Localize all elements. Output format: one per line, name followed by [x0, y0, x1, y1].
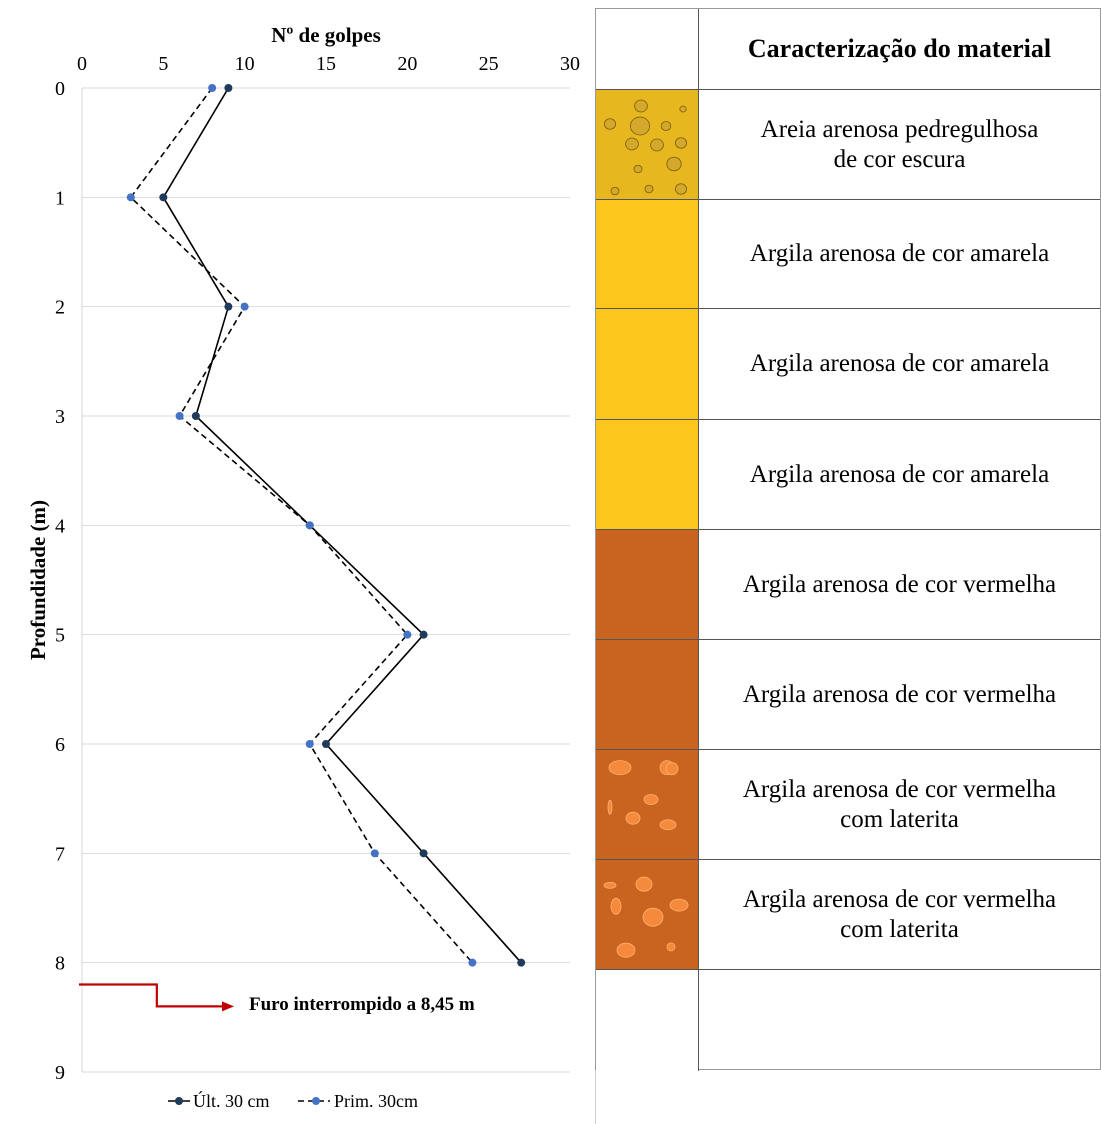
- layer-swatch: [596, 420, 699, 529]
- data-point-1: [240, 302, 249, 311]
- layer-swatch: [596, 970, 699, 1071]
- layer-swatch: [596, 750, 699, 859]
- y-tick-label: 5: [55, 625, 65, 647]
- layer-swatch: [596, 309, 699, 419]
- pebble-pattern: [603, 99, 688, 196]
- legend-label-0: Últ. 30 cm: [193, 1090, 270, 1111]
- profile-layer-row: Argila arenosa de cor amarela: [596, 199, 1100, 308]
- layer-description: Argila arenosa de cor vermelha: [742, 680, 1057, 708]
- profile-layer-row: Areia arenosa pedregulhosa de cor escura: [596, 89, 1100, 199]
- chart-title: Nº de golpes: [271, 23, 381, 47]
- layer-description: Areia arenosa pedregulhosa de cor escura: [760, 115, 1039, 173]
- header-empty-cell: [596, 9, 699, 89]
- layer-description: Argila arenosa de cor vermelha com later…: [742, 775, 1057, 833]
- x-tick-label: 20: [397, 53, 417, 75]
- legend-swatch-marker-1: [312, 1097, 320, 1105]
- legend-label-1: Prim. 30cm: [334, 1091, 418, 1111]
- profile-layer-row: Argila arenosa de cor amarela: [596, 308, 1100, 419]
- y-tick-label: 8: [55, 953, 65, 975]
- y-axis-label: Profundidade (m): [26, 500, 50, 660]
- data-point-1: [208, 84, 217, 92]
- x-tick-label: 30: [560, 53, 580, 75]
- layer-description: Argila arenosa de cor amarela: [749, 460, 1050, 488]
- annotation-arrow-line: [79, 983, 227, 1008]
- layer-swatch: [596, 200, 699, 308]
- x-tick-label: 25: [479, 53, 499, 75]
- profile-header: Caracterização do material: [747, 34, 1052, 63]
- data-point-0: [322, 740, 330, 748]
- layer-description: [699, 970, 1100, 1071]
- data-point-1: [468, 958, 477, 967]
- y-tick-label: 2: [55, 297, 65, 319]
- y-tick-label: 0: [55, 78, 65, 100]
- profile-layer-row: Argila arenosa de cor amarela: [596, 419, 1100, 529]
- data-point-1: [175, 412, 184, 420]
- layer-description: Argila arenosa de cor amarela: [749, 240, 1050, 267]
- y-tick-label: 6: [55, 734, 65, 756]
- data-point-0: [191, 412, 200, 420]
- layer-swatch: [596, 530, 699, 639]
- data-point-1: [370, 849, 379, 858]
- data-point-1: [305, 740, 314, 748]
- x-tick-label: 15: [316, 53, 336, 75]
- profile-layer-row: Argila arenosa de cor vermelha com later…: [596, 749, 1100, 859]
- y-tick-label: 9: [55, 1062, 65, 1084]
- y-tick-label: 1: [55, 187, 65, 209]
- data-point-1: [305, 521, 314, 530]
- data-point-0: [419, 630, 428, 639]
- data-point-0: [419, 849, 428, 858]
- y-tick-label: 3: [55, 406, 65, 428]
- x-tick-label: 10: [235, 53, 255, 75]
- layer-description: Argila arenosa de cor amarela: [749, 350, 1050, 377]
- laterite-pattern: [603, 876, 689, 958]
- legend: Últ. 30 cm Prim. 30cm: [168, 1090, 418, 1111]
- profile-layer-row: [596, 969, 1100, 1071]
- layer-description: Argila arenosa de cor vermelha: [742, 570, 1057, 598]
- annotation-arrowhead: [222, 1001, 234, 1012]
- data-point-0: [224, 302, 233, 311]
- layer-description: Argila arenosa de cor vermelha com later…: [742, 885, 1057, 943]
- data-point-0: [517, 958, 526, 967]
- layer-swatch: [596, 90, 699, 199]
- profile-header-row: Caracterização do material: [596, 9, 1100, 89]
- laterite-pattern: [607, 760, 679, 831]
- profile-layer-row: Argila arenosa de cor vermelha com later…: [596, 859, 1100, 969]
- profile-layer-row: Argila arenosa de cor vermelha: [596, 639, 1100, 749]
- soil-profile-table: Caracterização do material Areia arenosa …: [595, 8, 1101, 1071]
- y-tick-label: 7: [55, 843, 65, 865]
- profile-layer-row: Argila arenosa de cor vermelha: [596, 529, 1100, 639]
- spt-chart: Nº de golpes Profundidade (m) 0 1 2 3 4 5 6 7 8 9…: [26, 23, 580, 1111]
- data-point-1: [126, 193, 135, 202]
- x-tick-label: 5: [158, 53, 168, 75]
- legend-swatch-marker-0: [175, 1097, 183, 1105]
- layer-swatch: [596, 860, 699, 969]
- layer-swatch: [596, 640, 699, 749]
- data-point-0: [224, 84, 233, 92]
- data-point-1: [403, 630, 412, 639]
- data-point-0: [159, 193, 168, 202]
- x-tick-label: 0: [77, 53, 87, 75]
- profile-divider: [595, 1070, 596, 1124]
- annotation-text: Furo interrompido a 8,45 m: [249, 994, 475, 1015]
- y-tick-label: 4: [55, 515, 65, 537]
